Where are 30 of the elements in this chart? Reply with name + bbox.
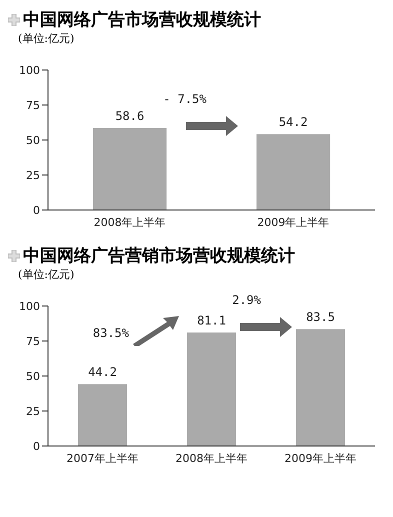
x-tick-label: 2009年上半年 [257,216,330,229]
chart-subtitle: (单位:亿元) [18,267,76,282]
annotation: - 7.5% [162,92,206,106]
data-label: 58.6 [115,108,144,123]
annotation: 2.9% [231,293,261,308]
y-tick-label: 50 [26,134,40,147]
bar [187,332,236,446]
y-tick-label: 50 [26,370,40,383]
chart-title: 中国网络广告市场营收规模统计 [23,9,261,31]
x-tick-label: 2008年上半年 [176,452,248,465]
y-tick-label: 0 [33,204,40,217]
bar [296,329,346,446]
x-tick-label: 2009年上半年 [284,452,356,465]
x-tick-label: 2007年上半年 [66,452,138,465]
y-tick-label: 25 [26,404,40,418]
bar [78,384,128,446]
data-label: 81.1 [197,313,226,328]
y-tick-label: 100 [19,64,40,77]
y-tick-label: 0 [33,440,40,453]
annotation: 83.5% [92,326,129,340]
y-tick-label: 75 [26,334,40,348]
chart-title: 中国网络广告营销市场营收规模统计 [23,245,295,267]
data-label: 44.2 [88,365,117,380]
data-label: 83.5 [306,310,335,324]
y-tick-label: 75 [26,98,40,112]
y-tick-label: 100 [19,300,40,313]
data-label: 54.2 [278,115,308,130]
y-tick-label: 25 [26,168,40,182]
x-tick-label: 2008年上半年 [94,216,166,229]
chart-subtitle: (单位:亿元) [18,31,76,46]
